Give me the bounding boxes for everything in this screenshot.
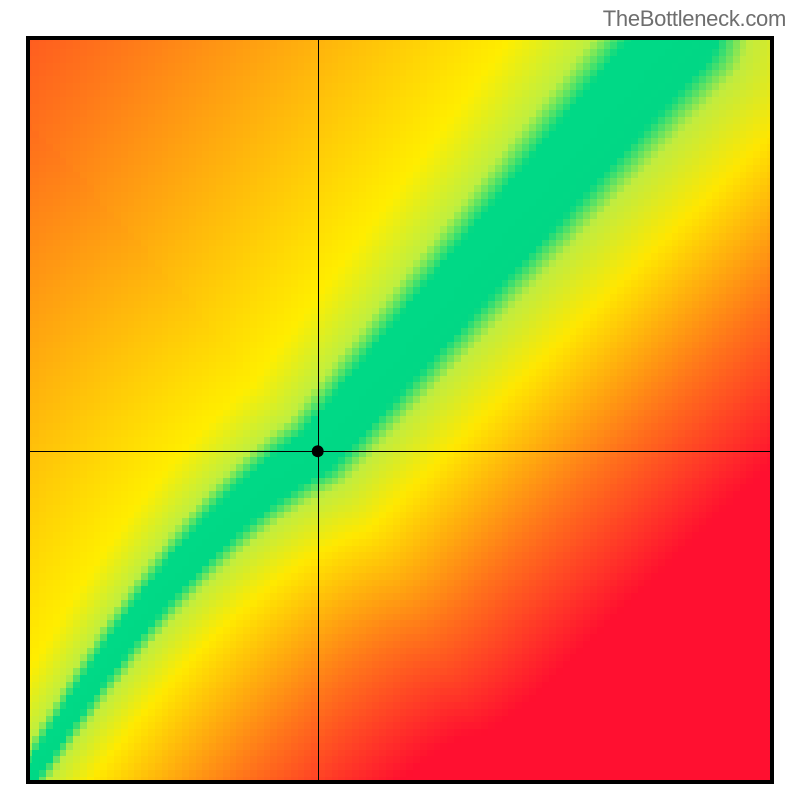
heatmap-plot bbox=[26, 36, 774, 784]
heatmap-canvas bbox=[26, 36, 774, 784]
watermark-text: TheBottleneck.com bbox=[603, 6, 786, 32]
